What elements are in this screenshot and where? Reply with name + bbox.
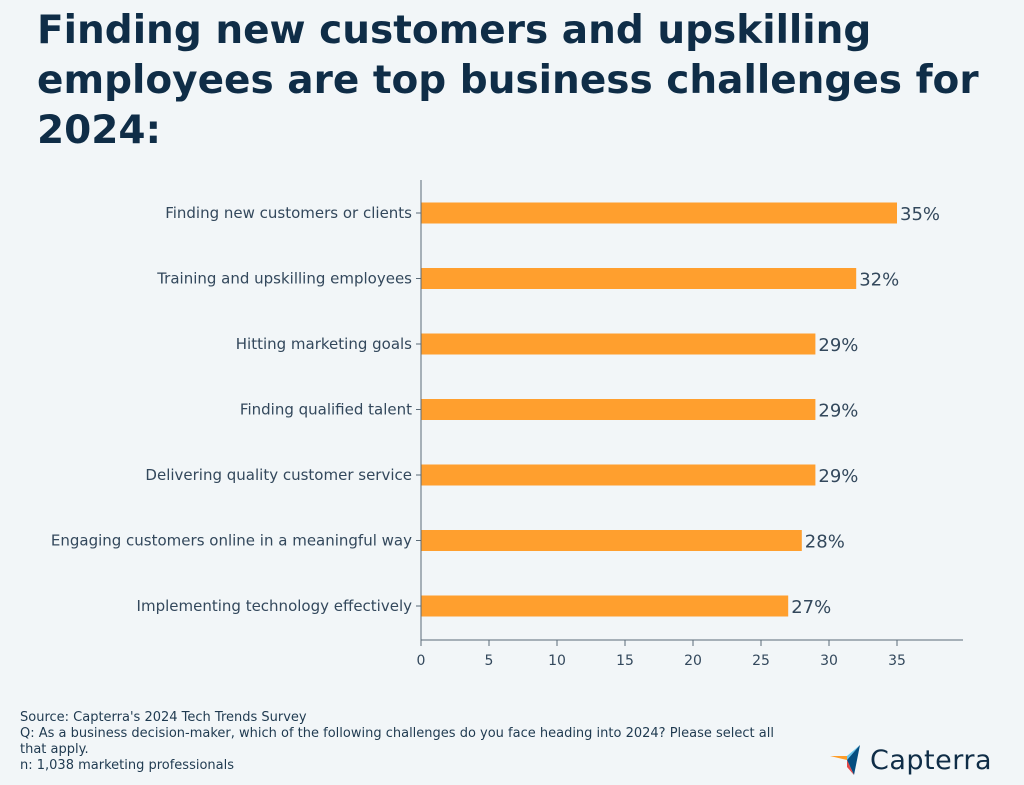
value-label: 29% [818,466,858,487]
bar [421,464,816,486]
question-note: Q: As a business decision-maker, which o… [20,726,774,757]
bar [421,595,789,617]
capterra-logo: Capterra [830,740,992,780]
value-label: 27% [791,597,831,618]
x-tick-label: 15 [616,653,634,669]
x-tick-label: 35 [888,653,906,669]
bar-chart: Finding new customers or clients 35% Train… [51,180,963,669]
x-tick-label: 25 [752,653,770,669]
category-label: Delivering quality customer service [145,466,412,484]
x-tick-label: 5 [485,653,494,669]
bar [421,530,802,551]
logo-text: Capterra [870,744,993,776]
bars-group: Finding new customers or clients 35% Train… [51,202,940,618]
chart-title: Finding new customers and upskilling emp… [37,8,979,153]
category-label: Hitting marketing goals [236,335,412,353]
category-label: Implementing technology effectively [137,597,413,615]
bar [421,399,816,420]
x-tick-label: 20 [684,653,702,669]
value-label: 28% [805,532,845,553]
value-label: 32% [859,270,899,291]
capterra-arrow-icon [830,745,860,775]
x-axis: 0 5 10 15 20 25 30 35 [417,180,963,669]
category-label: Training and upskilling employees [156,270,412,288]
x-tick-label: 10 [548,653,566,669]
source-note: Source: Capterra's 2024 Tech Trends Surv… [20,710,307,725]
chart-footer: Source: Capterra's 2024 Tech Trends Surv… [20,710,780,774]
x-tick-label: 0 [417,653,426,669]
bar [421,202,897,224]
value-label: 29% [818,401,858,422]
category-label: Finding qualified talent [240,401,412,419]
value-label: 35% [900,204,940,225]
sample-note: n: 1,038 marketing professionals [20,758,235,773]
category-label: Engaging customers online in a meaningfu… [51,532,412,550]
bar [421,268,857,289]
category-label: Finding new customers or clients [165,204,412,222]
x-tick-label: 30 [820,653,838,669]
bar [421,333,816,355]
value-label: 29% [818,335,858,356]
